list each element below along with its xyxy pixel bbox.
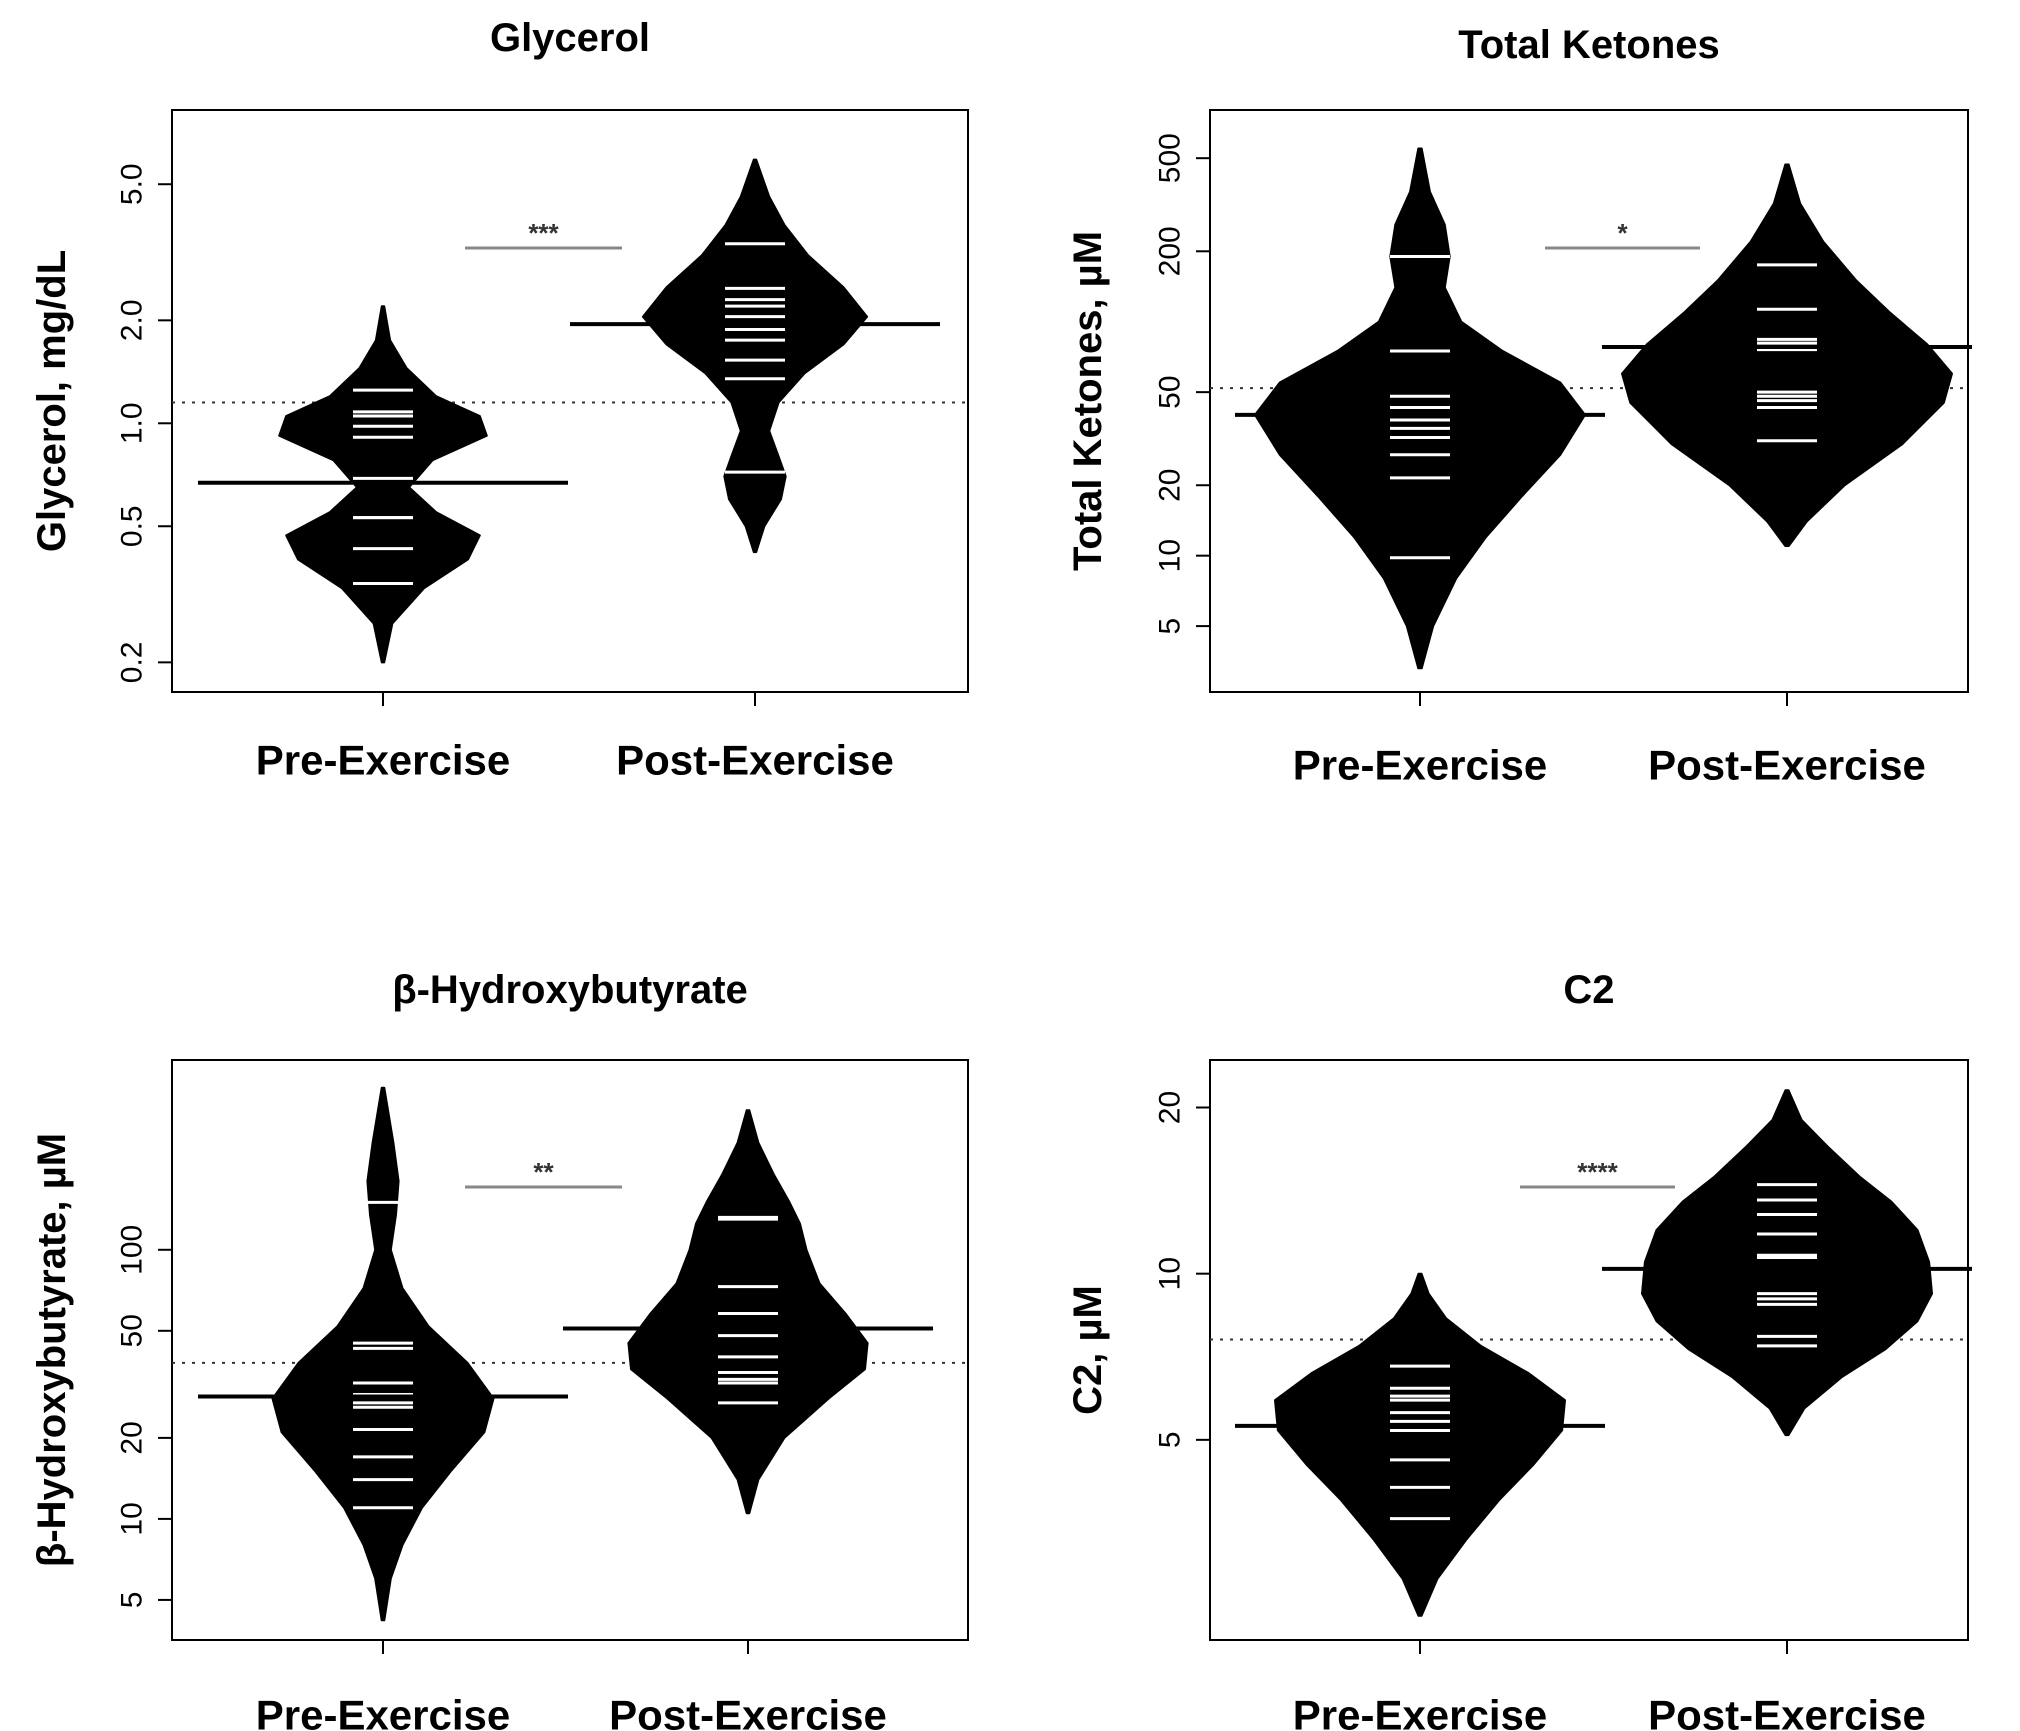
y-tick-label: 50 (116, 1314, 149, 1347)
chart-title: Total Ketones (1458, 23, 1720, 67)
chart-title: C2 (1563, 968, 1614, 1012)
bean-post (1641, 1089, 1933, 1437)
chart-title: Glycerol (490, 16, 650, 60)
y-tick-label: 5 (1154, 1431, 1187, 1448)
bean-post (627, 1109, 869, 1515)
y-tick-label: 0.5 (116, 505, 149, 547)
y-tick-label: 100 (116, 1225, 149, 1275)
y-tick-label: 5 (1154, 618, 1187, 635)
y-tick-label: 0.2 (116, 641, 149, 683)
significance-label: ** (533, 1157, 554, 1187)
bean-panel-4: C2 C2, µM 5 10 20 Pre-Exercise Post-Exercise **… (1066, 968, 1972, 1731)
bean-post (1621, 163, 1953, 547)
bean-panel-2: Total Ketones Total Ketones, µM 5 10 20 50 200… (1066, 23, 1972, 789)
x-tick-label: Pre-Exercise (256, 1692, 511, 1731)
y-tick-label: 10 (1154, 539, 1187, 572)
y-axis-label: β-Hydroxybutyrate, µM (30, 1133, 74, 1567)
y-tick-label: 50 (1154, 375, 1187, 408)
plot-frame (171, 109, 969, 693)
y-axis-label: Total Ketones, µM (1066, 231, 1110, 571)
bean-pre (1274, 1272, 1566, 1617)
x-tick-label: Pre-Exercise (256, 737, 511, 784)
y-tick-label: 500 (1154, 133, 1187, 183)
y-tick-label: 20 (1154, 469, 1187, 502)
y-tick-label: 5 (116, 1592, 149, 1609)
x-tick-label: Pre-Exercise (1293, 1692, 1548, 1731)
x-tick-label: Pre-Exercise (1293, 742, 1548, 789)
bean-panel-3: β-Hydroxybutyrate β-Hydroxybutyrate, µM 5 1… (30, 968, 969, 1731)
y-tick-label: 10 (1154, 1257, 1187, 1290)
bean-panel-1: Glycerol Glycerol, mg/dL 0.2 0.5 1.0 2.0 5.0 Pr… (30, 16, 969, 784)
plot-frame (1209, 1059, 1969, 1641)
y-axis-label: C2, µM (1066, 1285, 1110, 1415)
y-tick-label: 10 (116, 1502, 149, 1535)
x-tick-label: Post-Exercise (616, 737, 894, 784)
plot-frame (1209, 109, 1969, 693)
x-tick-label: Post-Exercise (1648, 1692, 1926, 1731)
bean-post (641, 158, 869, 554)
y-tick-label: 5.0 (116, 163, 149, 205)
plot-frame (171, 1059, 969, 1641)
significance-label: * (1617, 218, 1628, 248)
y-tick-label: 1.0 (116, 402, 149, 444)
significance-label: *** (528, 218, 559, 248)
y-tick-label: 20 (1154, 1091, 1187, 1124)
y-tick-label: 2.0 (116, 299, 149, 341)
bean-pre (271, 1086, 495, 1622)
y-tick-label: 200 (1154, 226, 1187, 276)
chart-title: β-Hydroxybutyrate (392, 968, 748, 1012)
significance-label: **** (1577, 1157, 1618, 1187)
x-tick-label: Post-Exercise (1648, 742, 1926, 789)
y-tick-label: 20 (116, 1421, 149, 1454)
y-axis-label: Glycerol, mg/dL (30, 250, 74, 552)
x-tick-label: Post-Exercise (609, 1692, 887, 1731)
